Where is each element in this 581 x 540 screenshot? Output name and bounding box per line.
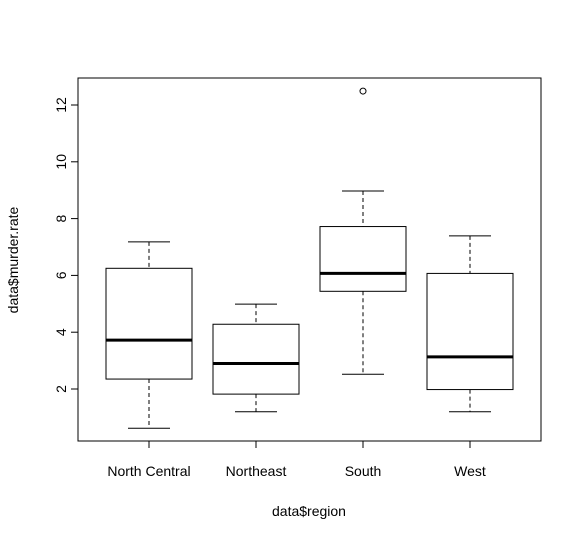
iqr-box [212, 323, 300, 395]
box-south [319, 87, 407, 375]
x-axis-title: data$region [272, 503, 346, 519]
y-tick-label: 4 [53, 328, 69, 336]
iqr-box [105, 267, 193, 380]
plot-frame [77, 77, 542, 442]
box-north-central [105, 241, 193, 429]
y-tick-label: 6 [53, 271, 69, 279]
x-tick-label: North Central [107, 463, 190, 479]
y-tick-label: 12 [53, 97, 69, 113]
y-axis-ticks: 2 4 6 8 10 12 [53, 97, 78, 393]
x-tick-label: West [454, 463, 486, 479]
y-axis-title: data$murder.rate [5, 206, 21, 313]
iqr-box [319, 226, 407, 292]
y-tick-label: 8 [53, 214, 69, 222]
x-axis-ticks: North Central Northeast South West [107, 441, 486, 479]
x-tick-label: Northeast [226, 463, 287, 479]
box-northeast [212, 303, 300, 413]
outlier-point [359, 87, 367, 95]
y-tick-label: 2 [53, 385, 69, 393]
y-tick-label: 10 [53, 154, 69, 170]
iqr-box [426, 272, 514, 391]
boxes-group [105, 87, 514, 429]
x-tick-label: South [345, 463, 382, 479]
box-west [426, 235, 514, 413]
